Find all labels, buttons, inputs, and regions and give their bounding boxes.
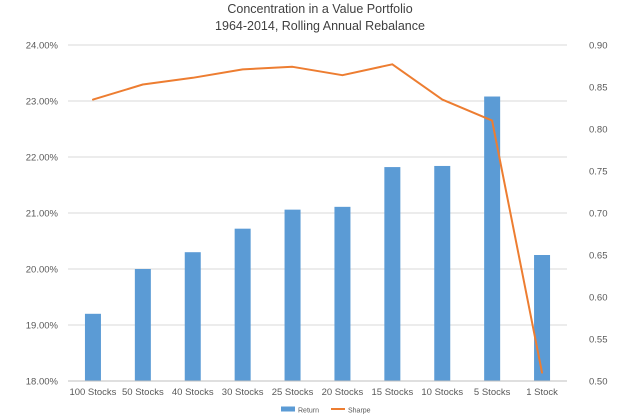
x-axis-category-label: 10 Stocks	[421, 387, 463, 398]
return-bar	[334, 206, 351, 381]
right-axis-tick-label: 0.85	[589, 83, 608, 94]
left-axis-tick-label: 20.00%	[26, 265, 59, 276]
left-axis-tick-label: 18.00%	[26, 377, 59, 388]
x-axis-category-label: 40 Stocks	[172, 387, 214, 398]
x-axis-category-label: 50 Stocks	[122, 387, 164, 398]
return-bar	[434, 165, 451, 381]
left-axis-tick-label: 19.00%	[26, 321, 59, 332]
return-bar	[184, 252, 201, 381]
left-axis-tick-label: 21.00%	[26, 209, 59, 220]
legend-return-label: Return	[298, 408, 319, 415]
left-axis-tick-label: 23.00%	[26, 97, 59, 108]
return-bar	[84, 313, 101, 381]
return-bar	[534, 255, 551, 381]
legend: Return Sharpe	[281, 406, 371, 415]
return-bar	[284, 209, 301, 381]
right-axis-tick-label: 0.50	[589, 377, 608, 388]
right-axis-tick-label: 0.60	[589, 293, 608, 304]
right-axis-tick-label: 0.70	[589, 209, 608, 220]
left-axis-tick-label: 22.00%	[26, 153, 59, 164]
right-axis-tick-label: 0.65	[589, 251, 608, 262]
right-axis-tick-label: 0.80	[589, 125, 608, 136]
return-bar	[234, 228, 251, 381]
x-axis-category-label: 100 Stocks	[69, 387, 116, 398]
right-axis-tick-label: 0.75	[589, 167, 608, 178]
x-axis-category-label: 5 Stocks	[474, 387, 511, 398]
x-axis-category-label: 30 Stocks	[222, 387, 264, 398]
right-y-axis: 0.50 0.55 0.60 0.65 0.70 0.75 0.80 0.85 0.90	[589, 41, 608, 388]
left-axis-tick-label: 24.00%	[26, 41, 59, 52]
right-axis-tick-label: 0.55	[589, 335, 608, 346]
sharpe-line-group	[92, 63, 543, 374]
return-bar	[484, 96, 501, 382]
legend-return-swatch	[281, 406, 295, 412]
return-bar	[384, 167, 401, 381]
chart-subtitle: 1964-2014, Rolling Annual Rebalance	[215, 19, 425, 33]
left-y-axis: 18.00% 19.00% 20.00% 21.00% 22.00% 23.00% 24.0…	[26, 41, 59, 388]
x-axis: 100 Stocks 50 Stocks 40 Stocks 30 Stocks 25 …	[68, 380, 567, 398]
right-axis-tick-label: 0.90	[589, 41, 608, 52]
x-axis-category-label: 15 Stocks	[371, 387, 413, 398]
chart-title: Concentration in a Value Portfolio	[227, 2, 412, 16]
sharpe-line	[92, 63, 543, 374]
return-bar	[134, 269, 151, 381]
x-axis-category-label: 1 Stock	[526, 387, 558, 398]
legend-sharpe-label: Sharpe	[348, 408, 371, 415]
x-axis-category-label: 25 Stocks	[272, 387, 314, 398]
x-axis-category-label: 20 Stocks	[322, 387, 364, 398]
